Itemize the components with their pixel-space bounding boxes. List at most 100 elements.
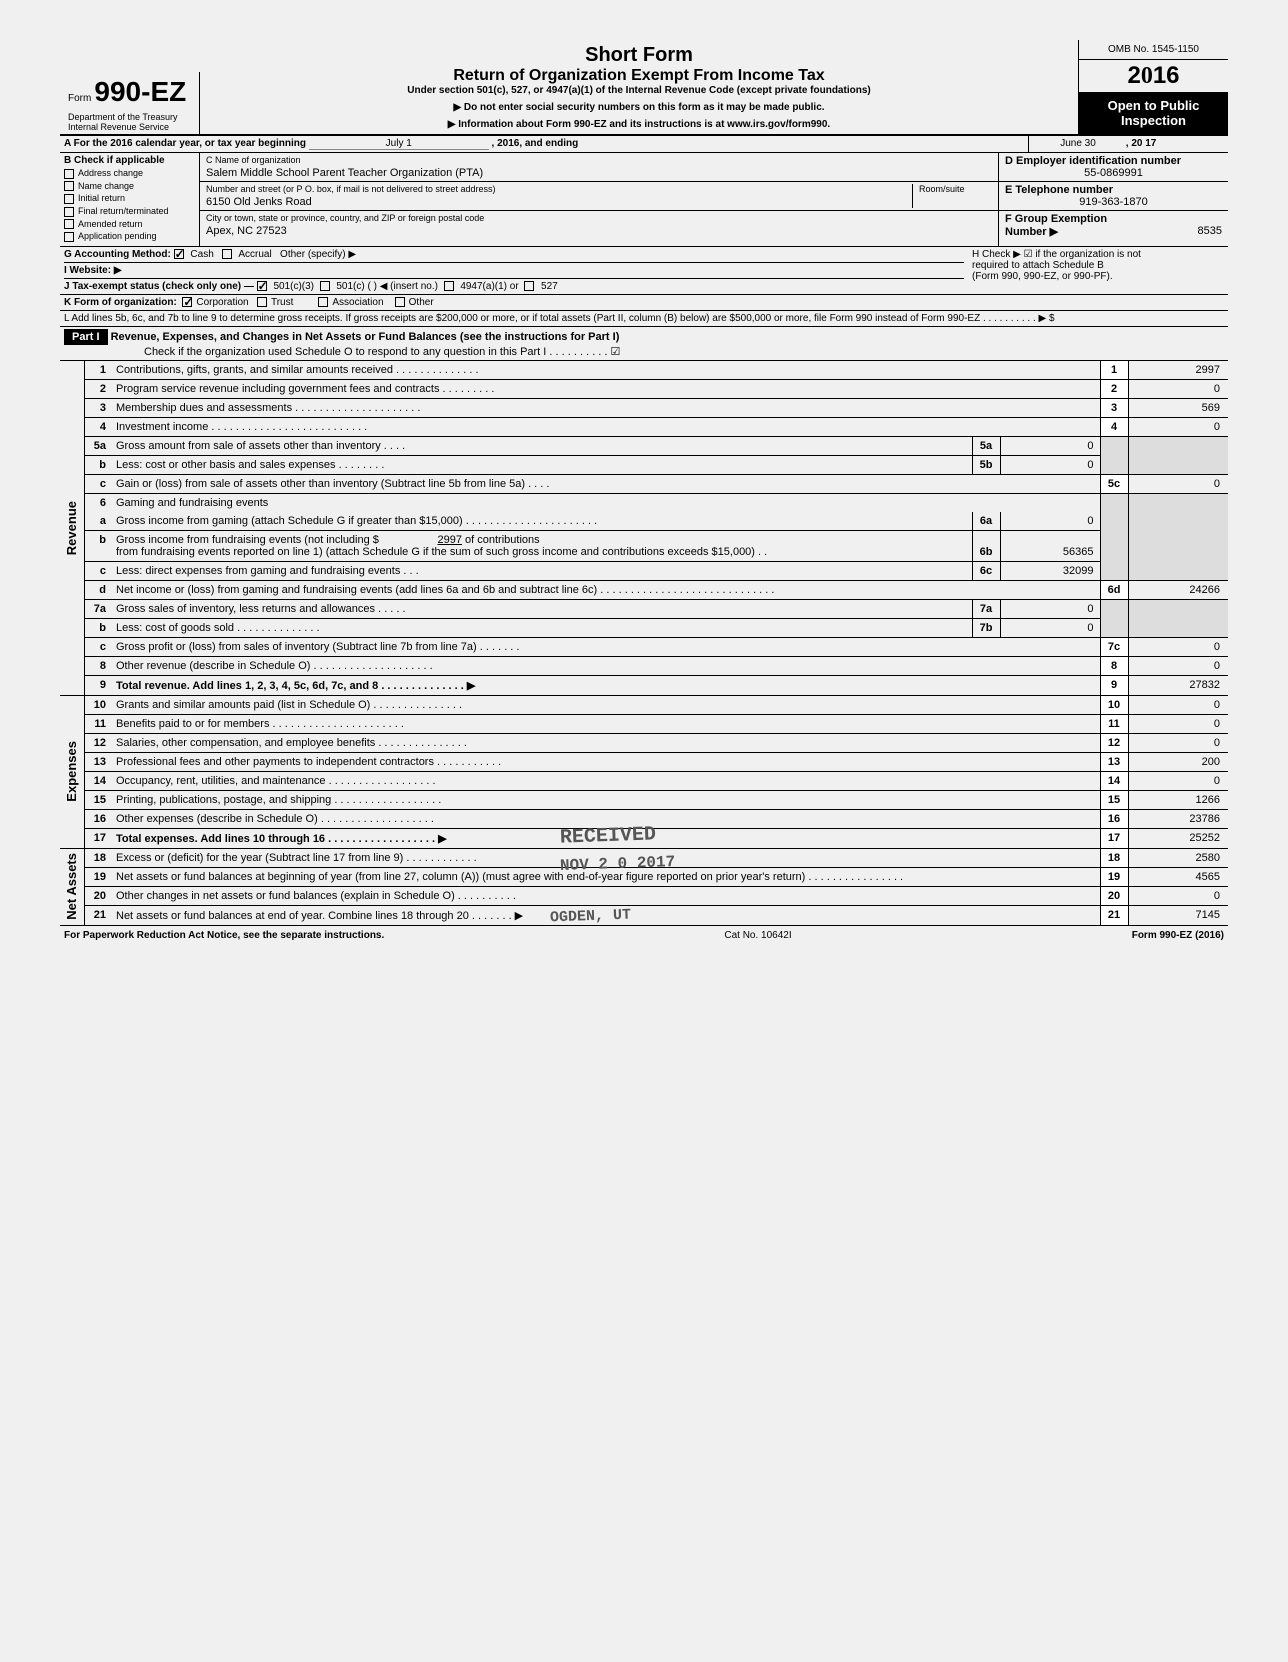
title-main: Short Form — [204, 44, 1074, 67]
title-box: Short Form Return of Organization Exempt… — [200, 40, 1078, 134]
form-header: Form 990-EZ Department of the Treasury I… — [60, 40, 1228, 136]
part1-title: Revenue, Expenses, and Changes in Net As… — [111, 331, 620, 343]
cb-assoc[interactable] — [318, 297, 328, 307]
cb-4947[interactable] — [444, 281, 454, 291]
cb-initial-return[interactable] — [64, 194, 74, 204]
cb-accrual[interactable] — [222, 249, 232, 259]
part1-check: Check if the organization used Schedule … — [64, 345, 1224, 358]
cb-501c3[interactable] — [257, 281, 267, 291]
row-a-text: A For the 2016 calendar year, or tax yea… — [64, 138, 306, 149]
city-label: City or town, state or province, country… — [206, 213, 992, 223]
cb-other-org[interactable] — [395, 297, 405, 307]
line13-val: 200 — [1128, 752, 1228, 771]
cb-527[interactable] — [524, 281, 534, 291]
city-value[interactable]: Apex, NC 27523 — [206, 225, 992, 237]
title-sub: Return of Organization Exempt From Incom… — [204, 67, 1074, 85]
open-to-public: Open to Public Inspection — [1079, 92, 1228, 134]
row-a-mid: , 2016, and ending — [492, 138, 579, 149]
addr-value[interactable]: 6150 Old Jenks Road — [206, 196, 912, 208]
row-h-line1: H Check ▶ ☑ if the organization is not — [972, 249, 1224, 260]
tax-year: 20201616 — [1079, 60, 1228, 92]
line16-val: 23786 — [1128, 809, 1228, 828]
row-i-website: I Website: ▶ — [64, 265, 122, 276]
line6c-val: 32099 — [1000, 561, 1100, 580]
row-a-yr: , 20 17 — [1126, 138, 1157, 149]
form-word: Form — [68, 93, 91, 104]
line5b-val: 0 — [1000, 455, 1100, 474]
cb-final-return[interactable] — [64, 207, 74, 217]
group-exempt-value[interactable]: 8535 — [1198, 225, 1222, 237]
line20-val: 0 — [1128, 886, 1228, 905]
side-revenue: Revenue — [64, 501, 79, 555]
line2-val: 0 — [1128, 379, 1228, 398]
lines-table: Revenue 1Contributions, gifts, grants, a… — [60, 361, 1228, 926]
line21-val: 7145 — [1128, 905, 1228, 925]
part1-label: Part I — [64, 329, 108, 345]
footer-left: For Paperwork Reduction Act Notice, see … — [64, 930, 384, 941]
footer-center: Cat No. 10642I — [724, 930, 791, 941]
cb-cash[interactable] — [174, 249, 184, 259]
line11-val: 0 — [1128, 714, 1228, 733]
line18-val: 2580 — [1128, 848, 1228, 867]
col-def: D Employer identification number 55-0869… — [998, 153, 1228, 246]
col-b-header: B Check if applicable — [64, 155, 195, 166]
org-name[interactable]: Salem Middle School Parent Teacher Organ… — [206, 167, 992, 179]
cb-application-pending[interactable] — [64, 232, 74, 242]
line7c-val: 0 — [1128, 637, 1228, 656]
row-l: L Add lines 5b, 6c, and 7b to line 9 to … — [60, 311, 1228, 327]
cb-corp[interactable] — [182, 297, 192, 307]
cb-amended[interactable] — [64, 219, 74, 229]
line6a-val: 0 — [1000, 512, 1100, 531]
form-number: 990-EZ — [94, 76, 186, 107]
cb-trust[interactable] — [257, 297, 267, 307]
footer: For Paperwork Reduction Act Notice, see … — [60, 926, 1228, 945]
col-b-checkboxes: B Check if applicable Address change Nam… — [60, 153, 200, 246]
ein-label: D Employer identification number — [1005, 155, 1222, 167]
line7a-val: 0 — [1000, 599, 1100, 618]
phone-value[interactable]: 919-363-1870 — [1005, 196, 1222, 208]
title-under: Under section 501(c), 527, or 4947(a)(1)… — [204, 85, 1074, 96]
line6b-contrib: 2997 — [382, 534, 462, 546]
line14-val: 0 — [1128, 771, 1228, 790]
org-name-label: C Name of organization — [206, 155, 992, 165]
ein-value[interactable]: 55-0869991 — [1005, 167, 1222, 179]
line1-val: 2997 — [1128, 361, 1228, 380]
side-netassets: Net Assets — [64, 853, 79, 920]
omb-number: OMB No. 1545-1150 — [1079, 40, 1228, 60]
cb-name-change[interactable] — [64, 181, 74, 191]
line6b-val: 56365 — [1000, 530, 1100, 561]
cb-501c[interactable] — [320, 281, 330, 291]
cb-address-change[interactable] — [64, 169, 74, 179]
dept-line2: Internal Revenue Service — [68, 122, 191, 132]
row-k: K Form of organization: Corporation Trus… — [60, 295, 1228, 311]
addr-label: Number and street (or P O. box, if mail … — [206, 184, 912, 194]
row-g-h: G Accounting Method: Cash Accrual Other … — [60, 247, 1228, 295]
line4-val: 0 — [1128, 417, 1228, 436]
line9-val: 27832 — [1128, 675, 1228, 695]
line7b-val: 0 — [1000, 618, 1100, 637]
col-c-org-info: C Name of organization Salem Middle Scho… — [200, 153, 998, 246]
line8-val: 0 — [1128, 656, 1228, 675]
part1-header: Part I Revenue, Expenses, and Changes in… — [60, 327, 1228, 361]
line5a-val: 0 — [1000, 436, 1100, 455]
footer-right: Form 990-EZ (2016) — [1132, 930, 1224, 941]
tax-year-end[interactable]: June 30 — [1033, 138, 1123, 149]
room-label: Room/suite — [919, 184, 992, 194]
row-a-tax-year: A For the 2016 calendar year, or tax yea… — [60, 136, 1228, 153]
line12-val: 0 — [1128, 733, 1228, 752]
phone-label: E Telephone number — [1005, 184, 1222, 196]
title-instr1: ▶ Do not enter social security numbers o… — [204, 102, 1074, 113]
line17-val: 25252 — [1128, 828, 1228, 848]
form-number-box: Form 990-EZ — [60, 72, 200, 110]
row-h-line3: (Form 990, 990-EZ, or 990-PF). — [972, 271, 1224, 282]
dept-line1: Department of the Treasury — [68, 112, 191, 122]
row-h-line2: required to attach Schedule B — [972, 260, 1224, 271]
line6d-val: 24266 — [1128, 580, 1228, 599]
line19-val: 4565 — [1128, 867, 1228, 886]
line15-val: 1266 — [1128, 790, 1228, 809]
side-expenses: Expenses — [64, 741, 79, 802]
section-identity: B Check if applicable Address change Nam… — [60, 153, 1228, 247]
form-990ez: Form 990-EZ Department of the Treasury I… — [60, 40, 1228, 945]
title-instr2: ▶ Information about Form 990-EZ and its … — [204, 119, 1074, 130]
tax-year-begin[interactable]: July 1 — [309, 138, 489, 150]
